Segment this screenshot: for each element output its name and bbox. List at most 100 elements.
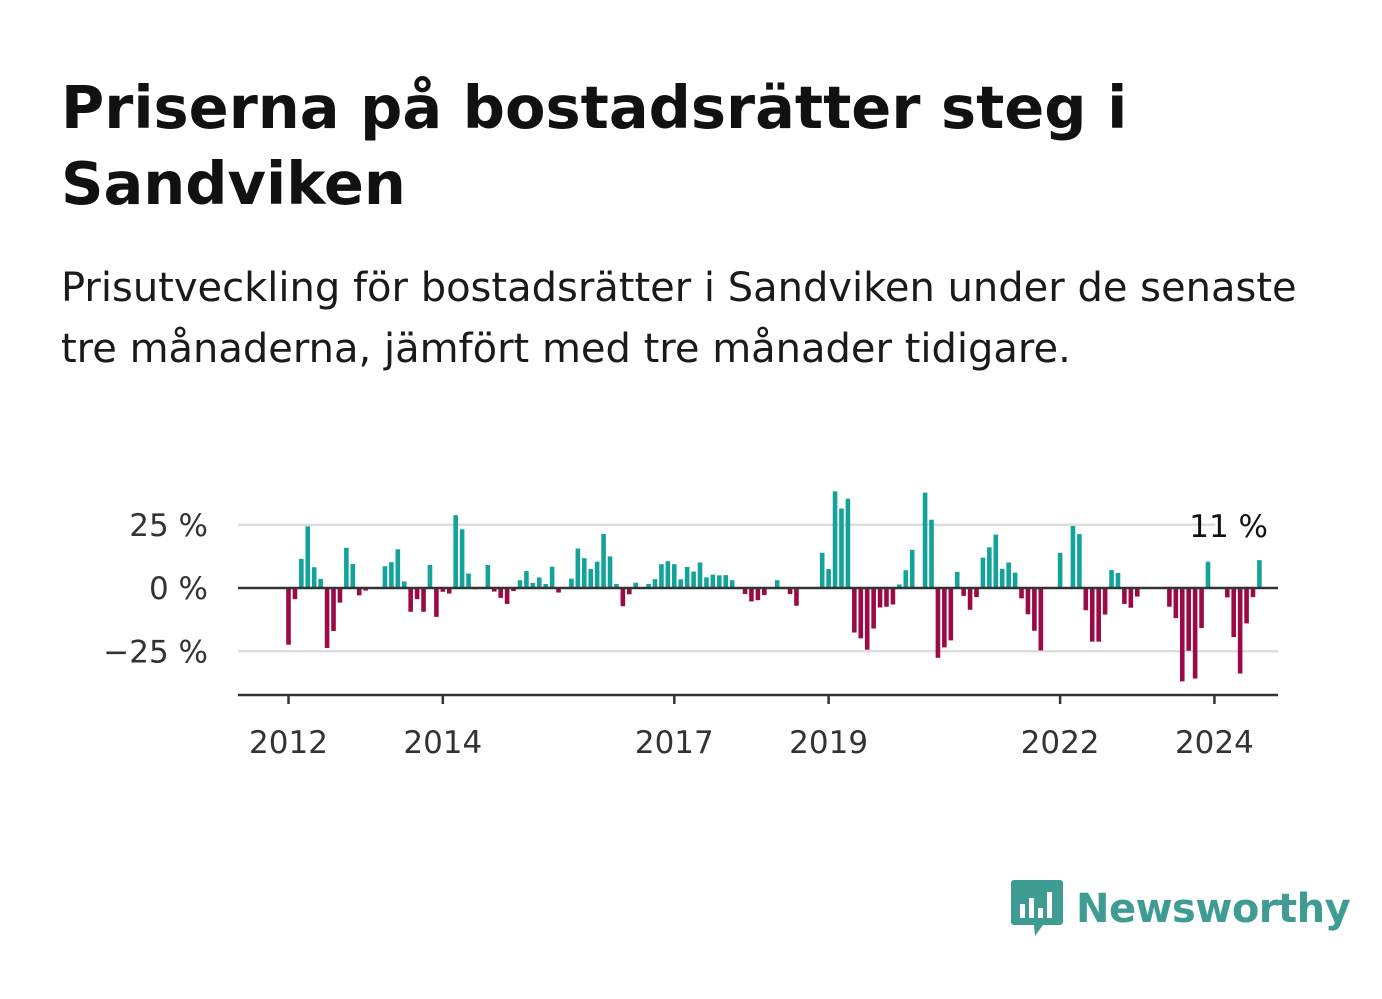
bar-positive [395,549,401,588]
last-value-annotation: 11 % [1189,509,1268,545]
bar-negative [974,588,979,598]
bar-negative [1134,588,1140,597]
bar-positive [1070,526,1076,588]
bar-positive [845,498,851,588]
bar-negative [942,588,947,648]
bar-negative [948,588,954,641]
bar-positive [1012,572,1018,588]
bar-positive [401,581,407,588]
y-tick-label: −25 % [103,634,208,670]
bar-negative [877,588,883,608]
y-tick-label: 25 % [129,508,208,544]
bar-positive [704,577,709,588]
bar-positive [665,561,671,588]
bars [286,491,1262,682]
bar-positive [826,569,831,588]
bar-positive [466,573,471,588]
bar-negative [890,588,896,605]
bar-negative [1038,588,1044,651]
bar-positive [601,533,606,588]
bar-positive [659,564,664,588]
brand-name: Newsworthy [1076,886,1351,932]
bar-positive [678,579,684,588]
x-tick-label: 2019 [789,725,868,761]
bar-negative [337,588,343,603]
bar-positive [536,577,542,588]
bar-negative [286,588,291,645]
bar-negative [871,588,876,629]
bar-negative [1186,588,1191,651]
bar-positive [389,562,394,588]
bar-negative [1083,588,1089,611]
bar-positive [1057,552,1063,588]
tick-labels: 25 % 0 % −25 % 2012 2014 2017 2019 2022 2024 11 % [103,502,1308,761]
bar-positive [1257,560,1262,588]
bar-positive [530,582,536,588]
bar-negative [1192,588,1198,679]
bar-positive [999,568,1005,588]
bar-positive [569,578,574,588]
bar-negative [852,588,857,633]
bar-negative [292,588,298,600]
bar-positive [684,567,690,588]
bar-negative [556,588,561,593]
bar-negative [935,588,941,658]
bar-negative [498,588,503,598]
bar-positive [311,567,317,588]
bar-positive [485,564,491,588]
bar-positive [652,579,658,588]
bar-positive [299,558,304,588]
bar-negative [884,588,889,607]
bar-positive [954,571,960,588]
bar-positive [897,584,902,588]
bar-positive [980,557,986,588]
bar-negative [749,588,754,602]
bar-negative [1096,588,1101,642]
grid-lines [238,523,1278,653]
bar-negative [1167,588,1172,607]
bar-negative [1237,588,1243,674]
bar-positive [382,566,388,588]
bar-positive [1077,534,1082,588]
bar-positive [646,583,651,588]
bar-negative [1089,588,1095,642]
bar-negative [491,588,497,592]
bar-positive [1006,562,1011,588]
bar-negative [434,588,439,617]
bar-positive [305,526,311,588]
bar-positive [344,547,349,588]
bar-negative [1128,588,1134,608]
bar-positive [710,574,716,588]
bar-negative [864,588,870,650]
bar-negative [1244,588,1249,624]
bar-negative [504,588,510,604]
bar-negative [762,588,767,596]
bar-positive [993,534,999,588]
bar-negative [742,588,748,595]
bar-positive [839,508,844,588]
bar-negative [421,588,426,612]
x-tick-label: 2012 [249,725,328,761]
x-tick-label: 2017 [635,725,714,761]
bar-negative [787,588,793,595]
bar-negative [858,588,864,639]
bar-chart: 25 % 0 % −25 % 2012 2014 2017 2019 2022 2024 11 % [103,491,1308,761]
bar-positive [832,491,838,588]
bar-negative [324,588,330,648]
bar-negative [961,588,966,596]
bar-positive [672,564,677,588]
bar-positive [729,580,735,588]
bar-negative [1173,588,1179,619]
bar-negative [1025,588,1031,615]
bar-negative [363,588,368,591]
bar-negative [1019,588,1024,599]
bar-negative [408,588,413,612]
bar-positive [717,575,722,588]
bar-negative [1231,588,1237,638]
chart-subtitle: Prisutveckling för bostadsrätter i Sandv… [61,265,1297,372]
bar-negative [414,588,420,600]
bar-positive [517,580,523,588]
x-tick-label: 2014 [403,725,482,761]
bar-positive [697,562,703,588]
bar-positive [909,549,915,588]
